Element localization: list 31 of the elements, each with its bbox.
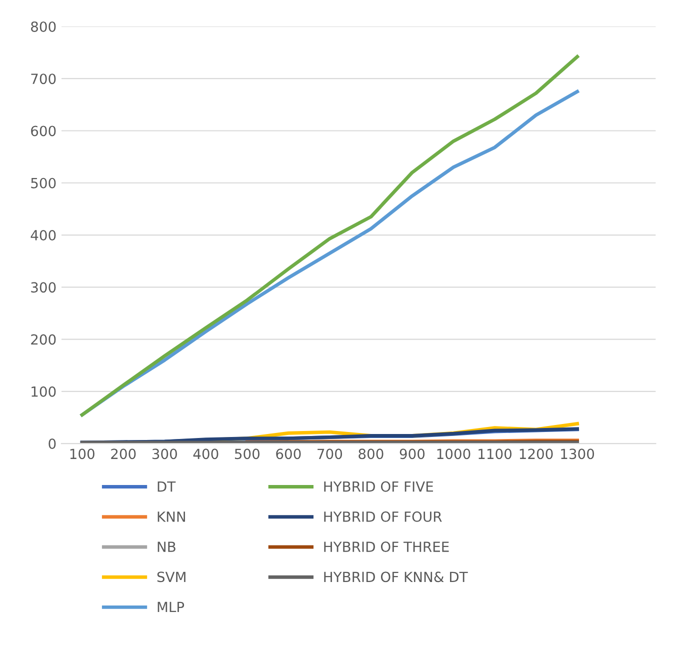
x-tick-label: 200 xyxy=(111,448,136,460)
x-tick-label: 700 xyxy=(318,448,342,460)
y-tick-label: 200 xyxy=(31,334,56,345)
x-tick-label: 100 xyxy=(70,448,94,460)
x-tick-label: 800 xyxy=(358,448,384,460)
y-tick-label: 800 xyxy=(31,21,56,32)
y-tick-label: 600 xyxy=(31,126,56,136)
legend-label: HYBRID OF FIVE xyxy=(324,481,433,492)
legend-label: NB xyxy=(158,542,176,552)
legend-label: KNN xyxy=(158,512,185,522)
x-tick-label: 600 xyxy=(276,448,301,460)
y-tick-label: 400 xyxy=(30,230,56,240)
y-tick-label: 500 xyxy=(31,178,56,188)
legend-label: DT xyxy=(158,481,176,492)
legend-label: MLP xyxy=(158,602,184,612)
legend-label: HYBRID OF FOUR xyxy=(324,511,442,522)
x-tick-label: 900 xyxy=(400,448,425,460)
legend-label: HYBRID OF KNN& DT xyxy=(324,572,468,582)
legend-label: SVM xyxy=(157,572,186,582)
legend-label: HYBRID OF THREE xyxy=(324,542,449,552)
y-tick-label: 300 xyxy=(31,282,56,293)
y-tick-label: 700 xyxy=(31,74,56,84)
x-tick-label: 1100 xyxy=(478,448,512,460)
y-tick-label: 0 xyxy=(48,438,56,450)
x-tick-label: 300 xyxy=(152,448,177,460)
x-tick-label: 400 xyxy=(193,448,218,460)
x-tick-label: 1300 xyxy=(561,448,594,460)
x-tick-label: 1200 xyxy=(520,448,553,460)
x-tick-label: 500 xyxy=(234,448,260,460)
y-tick-label: 100 xyxy=(32,386,56,397)
x-tick-label: 1000 xyxy=(437,448,470,460)
